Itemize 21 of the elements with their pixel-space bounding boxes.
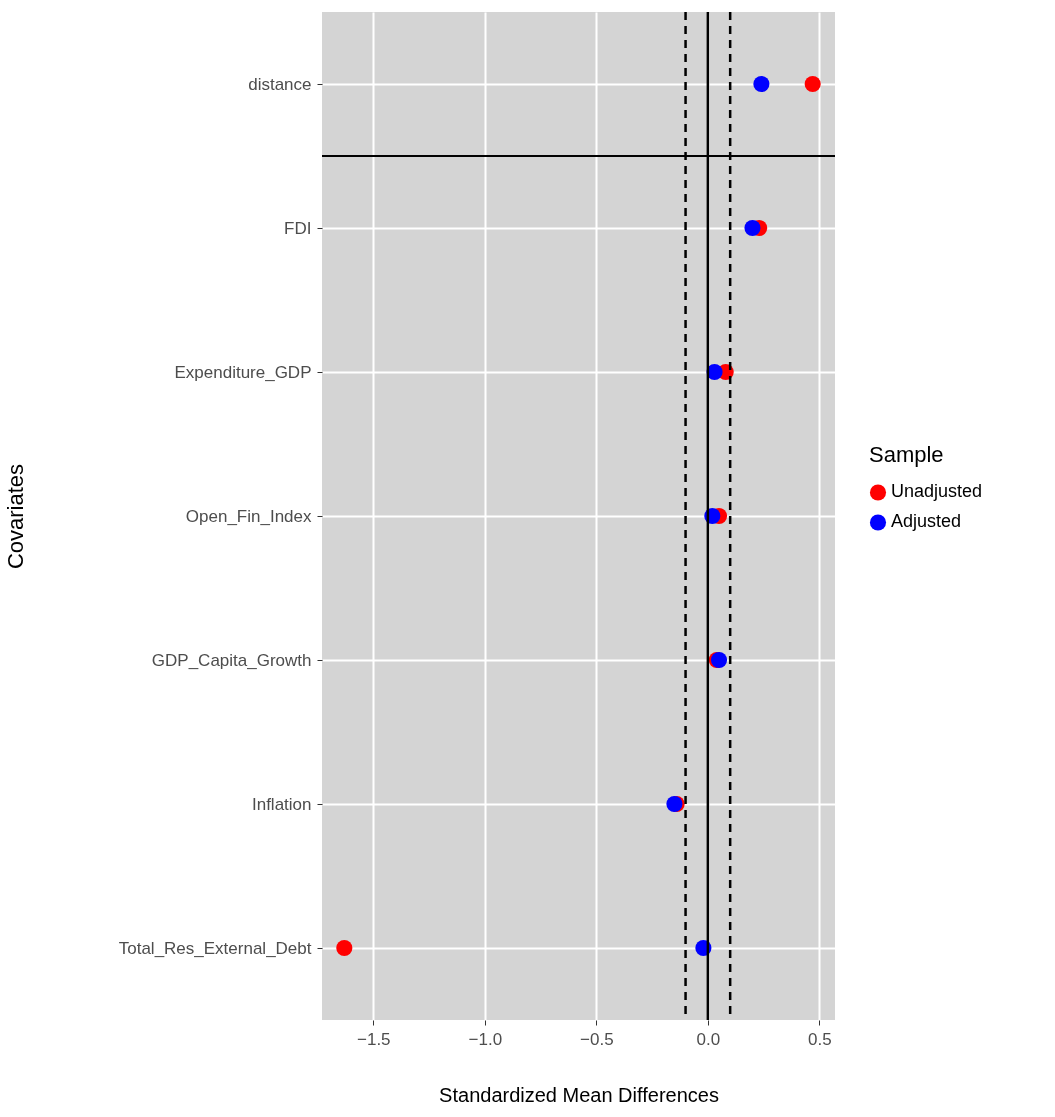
y-axis-title: Covariates: [2, 463, 28, 570]
x-tick-label: −0.5: [580, 1029, 614, 1049]
y-tick-label: Open_Fin_Index: [185, 506, 312, 526]
y-tick-label: FDI: [284, 218, 312, 238]
point: [744, 219, 761, 237]
y-tick-label: Total_Res_External_Debt: [118, 938, 312, 958]
y-tick-label: Expenditure_GDP: [174, 362, 312, 382]
legend-title: Sample: [869, 442, 944, 468]
legend-label: Adjusted: [891, 511, 962, 532]
point: [336, 939, 353, 957]
x-tick-label: −1.0: [468, 1029, 503, 1049]
point: [753, 75, 770, 93]
x-axis-title: Standardized Mean Differences: [439, 1083, 719, 1106]
y-tick-label: Inflation: [251, 794, 312, 814]
x-tick-label: 0.5: [808, 1029, 832, 1049]
point: [804, 75, 821, 93]
x-tick-label: 0.0: [696, 1029, 721, 1049]
y-tick-label: distance: [248, 74, 312, 94]
x-tick-label: −1.5: [357, 1029, 391, 1049]
legend-label: Unadjusted: [891, 481, 983, 502]
y-tick-label: GDP_Capita_Growth: [151, 650, 312, 670]
